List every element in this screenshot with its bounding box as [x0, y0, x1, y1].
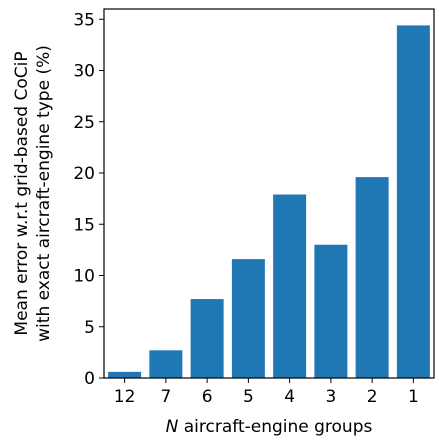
y-tick-label: 0: [84, 369, 95, 389]
y-tick-label: 35: [73, 10, 95, 30]
bar-6: [190, 299, 224, 378]
bar-3: [314, 244, 348, 378]
y-axis-ticks: 0 5 10 15 20 25 30 35: [73, 10, 104, 389]
y-axis-label-line2: with exact aircraft-engine type (%): [34, 45, 54, 342]
x-tick-label: 2: [367, 387, 378, 407]
bar-1: [396, 25, 430, 379]
y-axis-label-line1: Mean error w.r.t grid-based CoCiP: [12, 51, 32, 335]
x-axis-label: N aircraft-engine groups: [166, 417, 373, 437]
bar-12: [108, 371, 142, 378]
y-tick-label: 15: [73, 215, 95, 235]
bar-7: [149, 350, 183, 378]
x-tick-label: 4: [284, 387, 295, 407]
x-axis-label-text: aircraft-engine groups: [178, 417, 372, 437]
x-tick-label: 5: [243, 387, 254, 407]
x-tick-label: 12: [114, 387, 136, 407]
bar-2: [355, 177, 389, 378]
bars-group: [108, 25, 430, 379]
bar-5: [231, 259, 265, 378]
y-tick-label: 25: [73, 113, 95, 133]
x-axis-label-variable: N: [166, 417, 179, 437]
x-tick-label: 7: [160, 387, 171, 407]
y-tick-label: 30: [73, 62, 95, 82]
x-axis-ticks: 12 7 6 5 4 3 2 1: [114, 378, 419, 407]
x-tick-label: 3: [325, 387, 336, 407]
y-tick-label: 10: [73, 267, 95, 287]
y-tick-label: 5: [84, 318, 95, 338]
bar-4: [273, 194, 307, 378]
plot-frame: [103, 8, 435, 379]
y-tick-label: 20: [73, 164, 95, 184]
x-tick-label: 1: [408, 387, 419, 407]
x-tick-label: 6: [202, 387, 213, 407]
